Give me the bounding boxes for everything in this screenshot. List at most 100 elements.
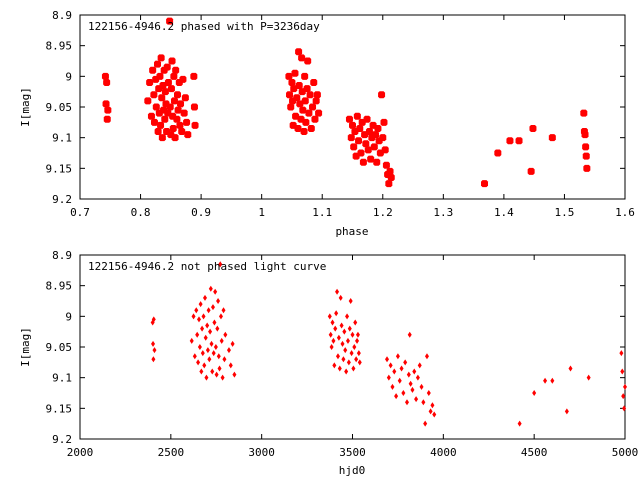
- data-point: [208, 328, 213, 335]
- data-point: [286, 91, 294, 99]
- x-tick-label: 1.6: [615, 206, 635, 219]
- data-point: [149, 66, 157, 74]
- data-point: [586, 374, 591, 381]
- data-point: [103, 115, 111, 123]
- data-point: [380, 118, 388, 126]
- data-point: [347, 325, 352, 332]
- data-point: [159, 82, 167, 90]
- data-point: [156, 72, 164, 80]
- data-point: [543, 377, 548, 384]
- x-tick-label: 1.4: [494, 206, 514, 219]
- data-point: [373, 158, 381, 166]
- data-point: [176, 121, 184, 129]
- data-point: [219, 337, 224, 344]
- data-point: [355, 331, 360, 338]
- data-point: [172, 66, 180, 74]
- data-point: [287, 103, 295, 111]
- data-point: [161, 88, 169, 96]
- data-point: [205, 322, 210, 329]
- data-point: [228, 362, 233, 369]
- data-point: [327, 313, 332, 320]
- data-point: [341, 356, 346, 363]
- y-tick-label: 8.9: [52, 9, 72, 22]
- data-point: [151, 340, 156, 347]
- data-point: [421, 399, 426, 406]
- tick-marks: [79, 254, 626, 440]
- data-point: [328, 331, 333, 338]
- y-tick-label: 9: [65, 310, 72, 323]
- data-point: [196, 359, 201, 366]
- data-point: [288, 78, 296, 86]
- data-point: [158, 134, 166, 142]
- data-point: [405, 399, 409, 406]
- tick-labels: 2000 2500 3000 3500 4000 4500 5000 8.9 8.95 9 9.05…: [46, 249, 639, 459]
- data-point: [426, 390, 431, 396]
- data-point: [173, 91, 181, 99]
- data-point: [355, 337, 360, 344]
- data-point: [345, 337, 350, 344]
- data-point: [199, 368, 204, 375]
- x-tick-label: 0.7: [70, 206, 90, 219]
- data-point: [381, 146, 389, 154]
- data-point: [161, 115, 169, 123]
- x-tick-label: 5000: [612, 446, 639, 459]
- data-point: [191, 121, 199, 129]
- data-point: [102, 100, 110, 108]
- data-point: [548, 134, 556, 142]
- x-tick-label: 1: [258, 206, 265, 219]
- data-point: [300, 128, 308, 136]
- data-point: [582, 143, 590, 151]
- data-point: [619, 350, 624, 357]
- data-point: [152, 103, 160, 111]
- data-point: [104, 106, 112, 114]
- data-point: [150, 118, 158, 126]
- data-point: [302, 118, 310, 126]
- data-point: [364, 146, 372, 154]
- data-point: [359, 158, 367, 166]
- data-points: [150, 261, 627, 427]
- data-point: [568, 365, 573, 372]
- data-point: [309, 103, 317, 111]
- data-point: [388, 362, 393, 369]
- data-point: [170, 72, 178, 80]
- data-point: [406, 371, 411, 378]
- data-point: [291, 69, 299, 77]
- data-point: [353, 112, 361, 120]
- data-point: [333, 325, 338, 332]
- data-point: [385, 356, 390, 363]
- y-tick-label: 9.05: [46, 101, 73, 114]
- data-point: [189, 337, 194, 344]
- data-point: [301, 72, 309, 80]
- data-point: [295, 82, 303, 90]
- data-point: [481, 180, 489, 188]
- data-point: [423, 420, 428, 427]
- data-point: [337, 365, 342, 372]
- data-point: [197, 344, 202, 350]
- data-point: [168, 57, 176, 65]
- data-point: [331, 337, 336, 344]
- data-point: [330, 319, 335, 326]
- data-point: [348, 298, 353, 304]
- data-point: [154, 128, 162, 136]
- y-tick-label: 8.95: [46, 40, 73, 53]
- data-point: [146, 78, 154, 86]
- data-point: [390, 383, 395, 390]
- data-point: [198, 301, 203, 308]
- data-point: [202, 294, 207, 301]
- data-point: [301, 97, 309, 105]
- data-point: [582, 152, 590, 160]
- phased-panel: 0.7 0.8 0.9 1 1.1 1.2 1.3 1.4 1.5 1.6 8.9 8.95 9 9.05…: [19, 9, 635, 238]
- data-point: [166, 103, 174, 111]
- x-tick-label: 2500: [158, 446, 185, 459]
- data-point: [163, 63, 171, 71]
- data-point: [230, 340, 235, 347]
- data-point: [365, 128, 373, 136]
- data-point: [379, 134, 387, 142]
- data-point: [205, 347, 210, 354]
- data-point: [334, 310, 339, 317]
- y-tick-label: 9.15: [46, 402, 73, 415]
- data-point: [200, 350, 205, 357]
- data-point: [304, 57, 312, 65]
- data-point: [184, 131, 192, 139]
- data-point: [147, 112, 155, 120]
